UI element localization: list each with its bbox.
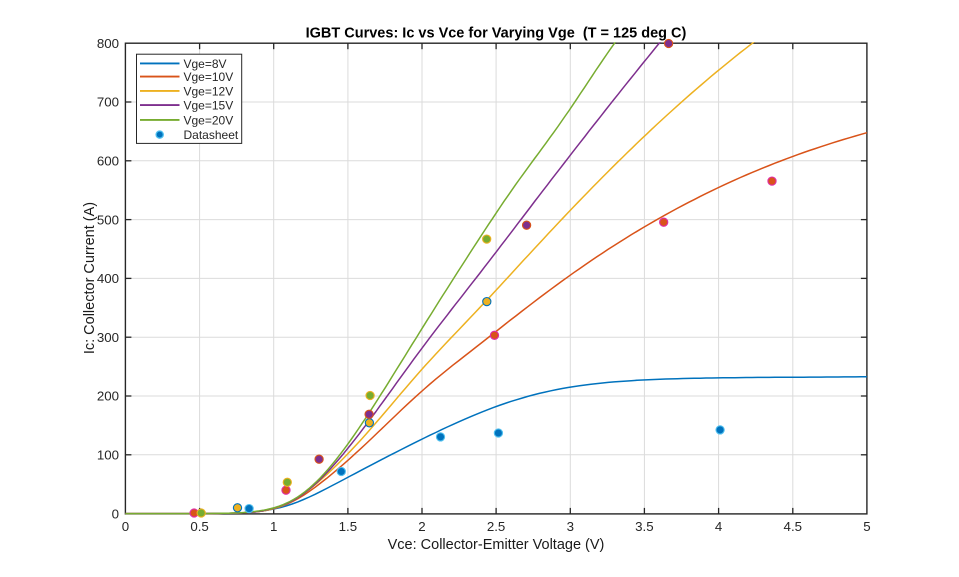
svg-text:600: 600 <box>97 154 119 169</box>
svg-text:Ic: Collector Current (A): Ic: Collector Current (A) <box>82 202 98 354</box>
svg-text:0: 0 <box>122 519 129 534</box>
svg-text:IGBT Curves: Ic vs Vce for Var: IGBT Curves: Ic vs Vce for Varying Vge (… <box>306 26 687 42</box>
svg-text:1.5: 1.5 <box>339 519 358 534</box>
svg-text:3: 3 <box>567 519 574 534</box>
svg-text:2: 2 <box>418 519 425 534</box>
svg-text:3.5: 3.5 <box>635 519 654 534</box>
svg-text:Vge=20V: Vge=20V <box>184 113 234 127</box>
svg-text:Vge=10V: Vge=10V <box>184 70 234 84</box>
svg-text:Datasheet: Datasheet <box>184 128 239 142</box>
svg-text:Vge=15V: Vge=15V <box>184 99 234 113</box>
svg-text:0.5: 0.5 <box>190 519 209 534</box>
svg-text:300: 300 <box>97 330 119 345</box>
svg-text:500: 500 <box>97 212 119 227</box>
svg-text:200: 200 <box>97 389 119 404</box>
svg-text:400: 400 <box>97 271 119 286</box>
svg-text:0: 0 <box>112 506 119 521</box>
svg-text:100: 100 <box>97 448 119 463</box>
svg-text:4.5: 4.5 <box>784 519 803 534</box>
svg-text:5: 5 <box>863 519 870 534</box>
svg-text:2.5: 2.5 <box>487 519 506 534</box>
svg-text:4: 4 <box>715 519 722 534</box>
svg-text:1: 1 <box>270 519 277 534</box>
svg-text:700: 700 <box>97 95 119 110</box>
svg-text:Vge=12V: Vge=12V <box>184 84 234 98</box>
svg-text:Vge=8V: Vge=8V <box>184 57 227 71</box>
svg-text:800: 800 <box>97 36 119 51</box>
svg-text:Vce: Collector-Emitter Voltage: Vce: Collector-Emitter Voltage (V) <box>388 537 605 553</box>
